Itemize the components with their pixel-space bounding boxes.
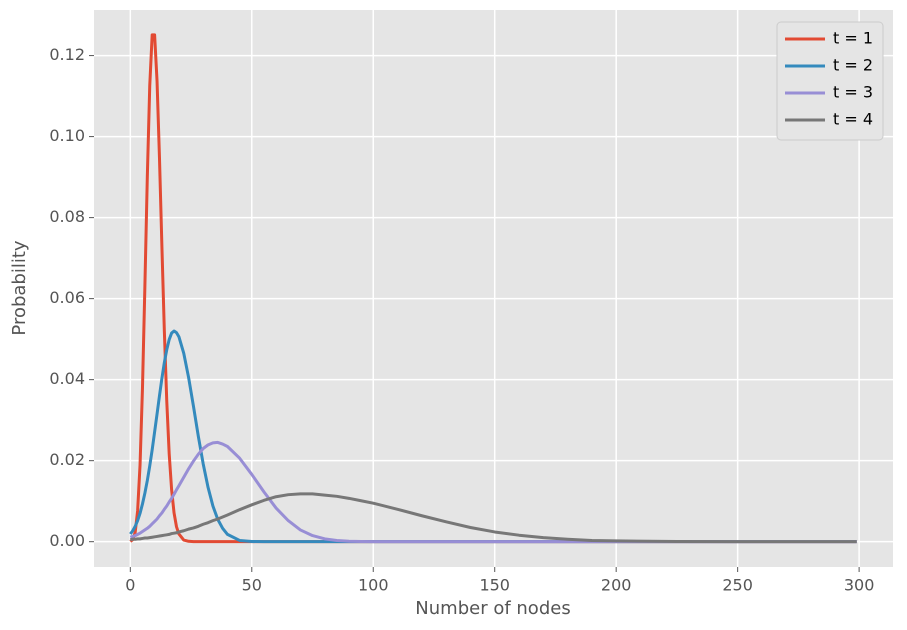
x-tick-label: 200 [601,576,632,595]
y-tick-label: 0.08 [49,207,85,226]
x-tick-label: 50 [242,576,262,595]
y-tick-label: 0.10 [49,126,85,145]
legend-label: t = 1 [833,29,873,48]
legend-label: t = 2 [833,56,873,75]
legend: t = 1 t = 2 t = 3 t = 4 [776,21,884,141]
x-axis-label: Number of nodes [415,598,570,619]
y-tick-label: 0.02 [49,450,85,469]
series-line [129,440,857,544]
legend-label: t = 4 [833,110,873,129]
lines [129,33,857,544]
x-tick-label: 300 [844,576,875,595]
x-tick-label: 0 [125,576,135,595]
legend-label: t = 3 [833,83,873,102]
plot-area [94,10,893,567]
y-tick-label: 0.04 [49,369,85,388]
x-tick-label: 150 [479,576,510,595]
y-tick-label: 0.00 [49,531,85,550]
grid [94,10,893,567]
y-axis-label: Probability [9,240,30,335]
x-tick-label: 100 [358,576,389,595]
y-tick-label: 0.12 [49,45,85,64]
y-tick-label: 0.06 [49,288,85,307]
legend-box [776,21,884,141]
series-line [130,492,857,544]
x-tick-label: 250 [722,576,753,595]
